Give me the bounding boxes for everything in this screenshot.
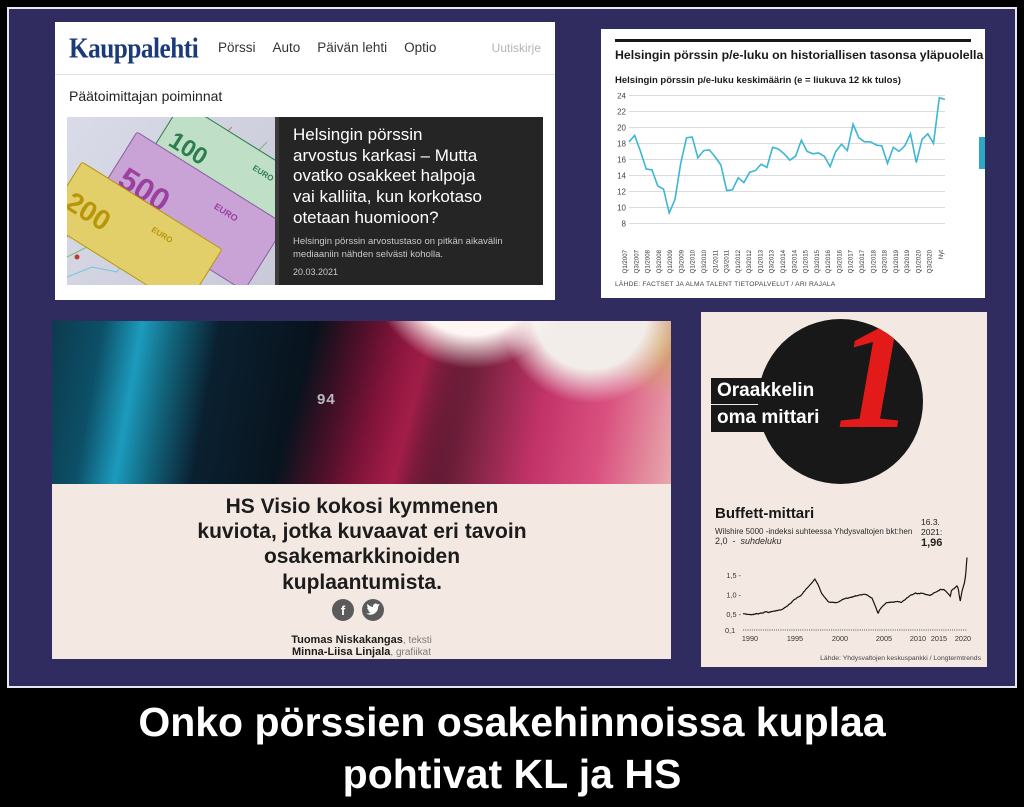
svg-text:2015: 2015 xyxy=(931,634,947,643)
svg-text:18: 18 xyxy=(617,140,626,149)
svg-text:f: f xyxy=(341,603,346,618)
svg-text:Q1/2007: Q1/2007 xyxy=(622,249,629,273)
svg-text:10: 10 xyxy=(617,204,626,213)
svg-text:Q1/2019: Q1/2019 xyxy=(893,249,900,273)
svg-text:Q3/2007: Q3/2007 xyxy=(633,249,640,273)
svg-text:0,1: 0,1 xyxy=(725,626,735,635)
svg-text:Q3/2014: Q3/2014 xyxy=(791,249,798,273)
svg-text:Q3/2020: Q3/2020 xyxy=(927,249,934,273)
svg-text:14: 14 xyxy=(617,172,626,181)
svg-text:2000: 2000 xyxy=(832,634,848,643)
svg-text:Q3/2017: Q3/2017 xyxy=(859,249,866,273)
svg-text:Q3/2011: Q3/2011 xyxy=(724,249,731,273)
svg-text:Q3/2018: Q3/2018 xyxy=(882,249,889,273)
svg-text:Q1/2010: Q1/2010 xyxy=(690,249,697,273)
svg-text:Q1/2009: Q1/2009 xyxy=(667,249,674,273)
svg-text:Q1/2015: Q1/2015 xyxy=(803,249,810,273)
svg-text:1,5 -: 1,5 - xyxy=(726,571,741,580)
svg-text:2005: 2005 xyxy=(876,634,892,643)
svg-text:8: 8 xyxy=(622,220,627,229)
svg-text:20: 20 xyxy=(617,124,626,133)
svg-text:Q3/2019: Q3/2019 xyxy=(904,249,911,273)
svg-text:Q3/2013: Q3/2013 xyxy=(769,249,776,273)
svg-text:Q3/2015: Q3/2015 xyxy=(814,249,821,273)
svg-text:1,0 -: 1,0 - xyxy=(726,591,741,600)
svg-text:Q3/2012: Q3/2012 xyxy=(746,249,753,273)
svg-text:1995: 1995 xyxy=(787,634,803,643)
svg-text:Q3/2010: Q3/2010 xyxy=(701,249,708,273)
svg-text:Q1/2011: Q1/2011 xyxy=(712,249,719,273)
svg-text:Q1/2012: Q1/2012 xyxy=(735,249,742,273)
svg-text:Q1/2020: Q1/2020 xyxy=(915,249,922,273)
svg-text:Q1/2017: Q1/2017 xyxy=(848,249,855,273)
svg-text:12: 12 xyxy=(617,188,626,197)
svg-text:0,5 -: 0,5 - xyxy=(726,610,741,619)
svg-text:Q3/2009: Q3/2009 xyxy=(678,249,685,273)
svg-text:Q1/2018: Q1/2018 xyxy=(870,249,877,273)
svg-text:Q3/2016: Q3/2016 xyxy=(836,249,843,273)
svg-text:Nyt: Nyt xyxy=(938,250,945,259)
svg-text:Q3/2008: Q3/2008 xyxy=(656,249,663,273)
svg-text:Q1/2013: Q1/2013 xyxy=(757,249,764,273)
svg-text:2020: 2020 xyxy=(955,634,971,643)
svg-text:22: 22 xyxy=(617,108,626,117)
svg-text:Q1/2014: Q1/2014 xyxy=(780,249,787,273)
svg-text:Q1/2008: Q1/2008 xyxy=(645,249,652,273)
svg-text:24: 24 xyxy=(617,93,626,101)
svg-text:16: 16 xyxy=(617,156,626,165)
svg-text:2010: 2010 xyxy=(910,634,926,643)
svg-text:Q1/2016: Q1/2016 xyxy=(825,249,832,273)
svg-text:1990: 1990 xyxy=(742,634,758,643)
